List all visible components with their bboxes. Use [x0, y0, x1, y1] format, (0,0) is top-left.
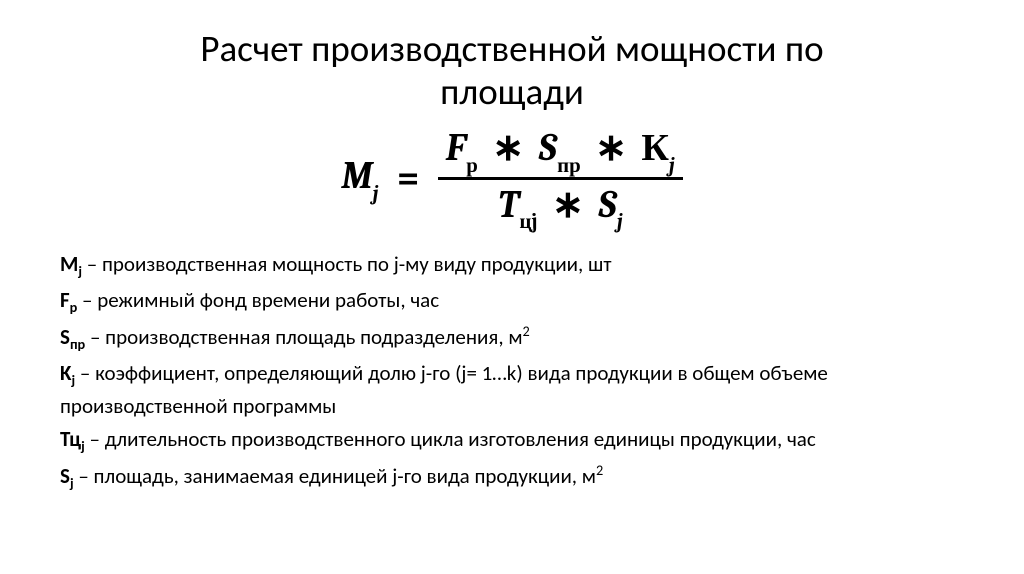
def-symbol-tcj: Тцj — [60, 426, 85, 452]
definition-row: Mj – производственная мощность по j-му в… — [60, 249, 964, 282]
def-symbol-mj: Mj — [60, 251, 82, 277]
d6-sup: 2 — [596, 461, 603, 479]
definition-row: Fр – режимный фонд времени работы, час — [60, 285, 964, 318]
d2-text: – режимный фонд времени работы, час — [77, 287, 439, 313]
equals-sign: = — [397, 156, 420, 200]
formula-fraction: Fр ∗ Sпр ∗ Кj Tцj ∗ Sj — [438, 125, 683, 231]
d5-base: Тц — [60, 426, 81, 452]
den-t1-base: T — [498, 183, 520, 227]
num-t1-base: F — [446, 126, 466, 170]
formula-denominator: Tцj ∗ Sj — [438, 180, 683, 232]
d2-base: F — [60, 287, 70, 313]
formula-block: Mj = Fр ∗ Sпр ∗ Кj Tцj ∗ Sj — [60, 125, 964, 231]
d4-text: – коэффициент, определяющий долю j-го (j… — [60, 360, 828, 419]
definition-row: Kj – коэффициент, определяющий долю j-го… — [60, 358, 964, 421]
d3-sub: пр — [70, 335, 85, 353]
den-t2-base: S — [598, 183, 617, 227]
def-symbol-fp: Fр — [60, 287, 77, 313]
formula-lhs: Mj — [341, 154, 378, 203]
d1-text: – производственная мощность по j-му виду… — [82, 251, 611, 277]
lhs-base: M — [341, 154, 372, 198]
d3-sup: 2 — [523, 322, 530, 340]
slide-title: Расчет производственной мощности по площ… — [60, 28, 964, 113]
definition-row: Sj – площадь, занимаемая единицей j-го в… — [60, 460, 964, 494]
num-term-3: Кj — [641, 126, 674, 175]
d4-base: K — [60, 360, 71, 386]
num-t1-sub: р — [466, 154, 478, 178]
d3-base: S — [60, 324, 70, 350]
den-t1-sub: цj — [519, 210, 537, 234]
d5-text: – длительность производственного цикла и… — [85, 426, 816, 452]
num-t3-base: К — [641, 126, 669, 170]
formula-numerator: Fр ∗ Sпр ∗ Кj — [438, 125, 683, 180]
mult-op-3: ∗ — [552, 182, 584, 227]
mult-op-2: ∗ — [595, 125, 627, 170]
lhs-sub: j — [373, 182, 379, 206]
definition-row: Sпр – производственная площадь подраздел… — [60, 321, 964, 355]
def-symbol-sj: Sj — [60, 463, 74, 489]
title-line-2: площади — [440, 69, 584, 114]
num-t3-sub: j — [669, 154, 675, 178]
mult-op-1: ∗ — [492, 125, 524, 170]
title-line-1: Расчет производственной мощности по — [200, 26, 823, 71]
den-t2-sub: j — [617, 210, 623, 234]
num-term-2: Sпр — [538, 126, 580, 175]
num-t2-sub: пр — [557, 154, 581, 178]
d3-text: – производственная площадь подразделения… — [85, 324, 522, 350]
def-symbol-kj: Kj — [60, 360, 75, 386]
num-t2-base: S — [538, 126, 557, 170]
d6-base: S — [60, 463, 70, 489]
den-term-1: Tцj — [498, 183, 538, 232]
num-term-1: Fр — [446, 126, 478, 175]
def-symbol-spr: Sпр — [60, 324, 85, 350]
formula: Mj = Fр ∗ Sпр ∗ Кj Tцj ∗ Sj — [341, 125, 683, 231]
d1-base: M — [60, 251, 78, 277]
definitions-list: Mj – производственная мощность по j-му в… — [60, 249, 964, 494]
d6-text: – площадь, занимаемая единицей j-го вида… — [74, 463, 596, 489]
den-term-2: Sj — [598, 183, 623, 232]
definition-row: Тцj – длительность производственного цик… — [60, 424, 964, 457]
